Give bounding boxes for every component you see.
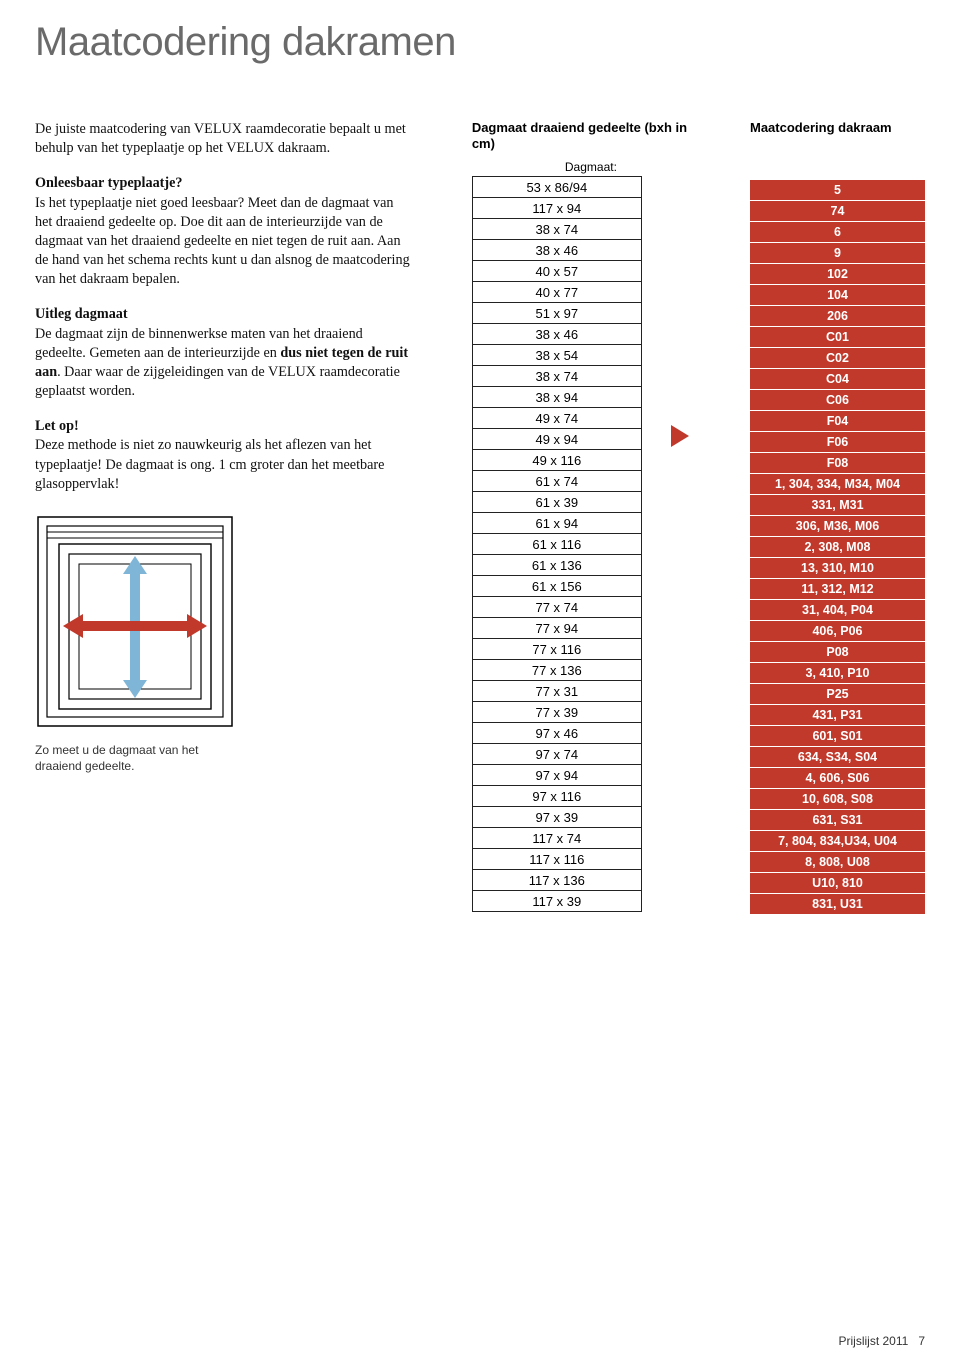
size-cell: 77 x 39 (472, 702, 641, 723)
size-cell: 77 x 31 (472, 681, 641, 702)
size-cell: 77 x 94 (472, 618, 641, 639)
code-cell: 13, 310, M10 (750, 558, 925, 579)
footer-text: Prijslijst 2011 (838, 1334, 908, 1348)
code-cell: 7, 804, 834,U34, U04 (750, 831, 925, 852)
code-cell: 6 (750, 222, 925, 243)
diagram-caption: Zo meet u de dagmaat van het draaiend ge… (35, 743, 225, 774)
code-cell: P25 (750, 684, 925, 705)
content-row: De juiste maatcodering van VELUX raamdec… (35, 120, 925, 915)
dagmaat-column: Dagmaat draaiend gedeelte (bxh in cm) Da… (472, 120, 710, 915)
page-title: Maatcodering dakramen (35, 20, 925, 65)
size-cell: 38 x 94 (472, 387, 641, 408)
size-cell: 61 x 74 (472, 471, 641, 492)
code-cell: 2, 308, M08 (750, 537, 925, 558)
code-cell: F06 (750, 432, 925, 453)
size-cell: 97 x 74 (472, 744, 641, 765)
dagmaat-header: Dagmaat draaiend gedeelte (bxh in cm) (472, 120, 710, 154)
dagmaat-subhead: Dagmaat: (472, 160, 710, 174)
code-cell: 1, 304, 334, M34, M04 (750, 474, 925, 495)
code-cell: 9 (750, 243, 925, 264)
size-cell: 61 x 116 (472, 534, 641, 555)
size-cell: 61 x 94 (472, 513, 641, 534)
size-cell: 61 x 39 (472, 492, 641, 513)
size-cell: 117 x 74 (472, 828, 641, 849)
size-cell: 38 x 46 (472, 240, 641, 261)
size-cell: 38 x 46 (472, 324, 641, 345)
section3-body: Deze methode is niet zo nauwkeurig als h… (35, 437, 384, 491)
size-cell: 77 x 74 (472, 597, 641, 618)
code-cell: 306, M36, M06 (750, 516, 925, 537)
code-cell: 11, 312, M12 (750, 579, 925, 600)
section-uitleg: Uitleg dagmaat De dagmaat zijn de binnen… (35, 305, 412, 401)
size-cell: 49 x 94 (472, 429, 641, 450)
code-cell: C01 (750, 327, 925, 348)
size-cell: 97 x 116 (472, 786, 641, 807)
size-cell: 38 x 54 (472, 345, 641, 366)
code-cell: 631, S31 (750, 810, 925, 831)
intro-para: De juiste maatcodering van VELUX raamdec… (35, 120, 412, 158)
window-diagram (35, 514, 235, 735)
footer: Prijslijst 2011 7 (838, 1334, 925, 1348)
code-header: Maatcodering dakraam (750, 120, 925, 154)
code-cell: F08 (750, 453, 925, 474)
size-cell: 97 x 39 (472, 807, 641, 828)
size-cell: 49 x 74 (472, 408, 641, 429)
code-cell: 3, 410, P10 (750, 663, 925, 684)
code-cell: 8, 808, U08 (750, 852, 925, 873)
code-cell: 102 (750, 264, 925, 285)
size-cell: 53 x 86/94 (472, 177, 641, 198)
size-cell: 40 x 57 (472, 261, 641, 282)
size-cell: 77 x 136 (472, 660, 641, 681)
code-cell: 431, P31 (750, 705, 925, 726)
section-unreadable: Onleesbaar typeplaatje? Is het typeplaat… (35, 174, 412, 289)
size-cell: 97 x 46 (472, 723, 641, 744)
code-cell: 206 (750, 306, 925, 327)
right-tables: Dagmaat draaiend gedeelte (bxh in cm) Da… (472, 120, 925, 915)
size-table: 53 x 86/94117 x 9438 x 7438 x 4640 x 574… (472, 176, 642, 912)
section-letop: Let op! Deze methode is niet zo nauwkeur… (35, 417, 412, 494)
code-table: 57469102104206C01C02C04C06F04F06F081, 30… (750, 179, 925, 915)
code-cell: 601, S01 (750, 726, 925, 747)
code-cell: C06 (750, 390, 925, 411)
code-column: Maatcodering dakraam 57469102104206C01C0… (750, 120, 925, 915)
size-cell: 117 x 39 (472, 891, 641, 912)
code-cell: C02 (750, 348, 925, 369)
size-cell: 117 x 116 (472, 849, 641, 870)
size-cell: 51 x 97 (472, 303, 641, 324)
code-cell: 634, S34, S04 (750, 747, 925, 768)
code-cell: U10, 810 (750, 873, 925, 894)
window-diagram-svg (35, 514, 235, 729)
code-cell: 10, 608, S08 (750, 789, 925, 810)
code-cell: P08 (750, 642, 925, 663)
section3-heading: Let op! (35, 418, 79, 434)
code-cell: 104 (750, 285, 925, 306)
section2-heading: Uitleg dagmaat (35, 306, 128, 322)
size-cell: 97 x 94 (472, 765, 641, 786)
size-cell: 77 x 116 (472, 639, 641, 660)
code-cell: C04 (750, 369, 925, 390)
code-cell: 5 (750, 180, 925, 201)
left-column: De juiste maatcodering van VELUX raamdec… (35, 120, 412, 915)
code-cell: 74 (750, 201, 925, 222)
size-cell: 117 x 136 (472, 870, 641, 891)
code-cell: 406, P06 (750, 621, 925, 642)
size-cell: 38 x 74 (472, 366, 641, 387)
size-cell: 49 x 116 (472, 450, 641, 471)
code-cell: F04 (750, 411, 925, 432)
size-cell: 38 x 74 (472, 219, 641, 240)
code-cell: 31, 404, P04 (750, 600, 925, 621)
code-cell: 331, M31 (750, 495, 925, 516)
section2-body-b: . Daar waar de zijgeleidingen van de VEL… (35, 364, 400, 399)
code-cell: 831, U31 (750, 894, 925, 915)
code-cell: 4, 606, S06 (750, 768, 925, 789)
size-cell: 61 x 136 (472, 555, 641, 576)
arrow-marker-icon (669, 423, 691, 454)
section1-body: Is het typeplaatje niet goed leesbaar? M… (35, 195, 410, 288)
section1-heading: Onleesbaar typeplaatje? (35, 175, 183, 191)
size-cell: 117 x 94 (472, 198, 641, 219)
footer-page: 7 (918, 1334, 925, 1348)
size-cell: 40 x 77 (472, 282, 641, 303)
size-cell: 61 x 156 (472, 576, 641, 597)
